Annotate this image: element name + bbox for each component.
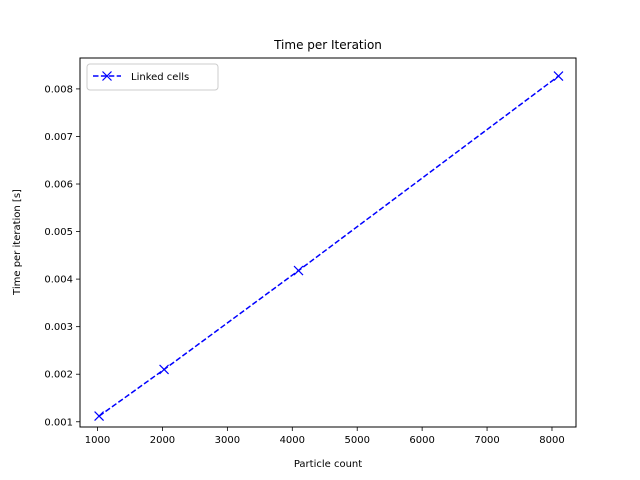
legend: Linked cells [86, 63, 219, 91]
data-point-marker [553, 71, 564, 81]
y-tick-label: 0.006 [44, 180, 73, 191]
x-tick-label: 5000 [344, 435, 369, 446]
x-tick-label: 6000 [409, 435, 434, 446]
chart-title: Time per Iteration [273, 38, 382, 52]
x-tick-label: 8000 [539, 435, 564, 446]
data-point-marker [293, 265, 304, 276]
legend-label-linked-cells: Linked cells [131, 72, 189, 83]
y-tick-label: 0.003 [44, 322, 73, 333]
data-point-marker [159, 364, 169, 375]
legend-x-marker [102, 71, 112, 81]
y-tick-label: 0.001 [44, 417, 73, 428]
y-tick-label: 0.008 [44, 84, 73, 95]
y-tick-label: 0.002 [44, 370, 73, 381]
x-axis-ticks: 1000 2000 3000 4000 5000 6000 7000 8000 [85, 427, 565, 446]
x-axis-label: Particle count [294, 459, 362, 470]
y-axis-label: Time per iteration [s] [12, 189, 23, 296]
legend-marker-x [102, 71, 112, 81]
x-tick-label: 2000 [150, 435, 175, 446]
y-tick-label: 0.004 [44, 275, 73, 286]
x-tick-label: 7000 [474, 435, 499, 446]
axes-frame [79, 57, 577, 428]
plot-area [94, 71, 564, 421]
y-tick-label: 0.005 [44, 227, 73, 238]
x-tick-label: 4000 [280, 435, 305, 446]
y-axis-ticks: 0.001 0.002 0.003 0.004 0.005 0.006 0.007 0.008 [44, 84, 80, 428]
x-tick-label: 1000 [85, 435, 110, 446]
legend-box [86, 63, 219, 91]
y-tick-label: 0.007 [44, 132, 73, 143]
data-point-marker [94, 411, 105, 421]
series-line-linked-cells [98, 75, 559, 417]
x-tick-label: 3000 [215, 435, 240, 446]
